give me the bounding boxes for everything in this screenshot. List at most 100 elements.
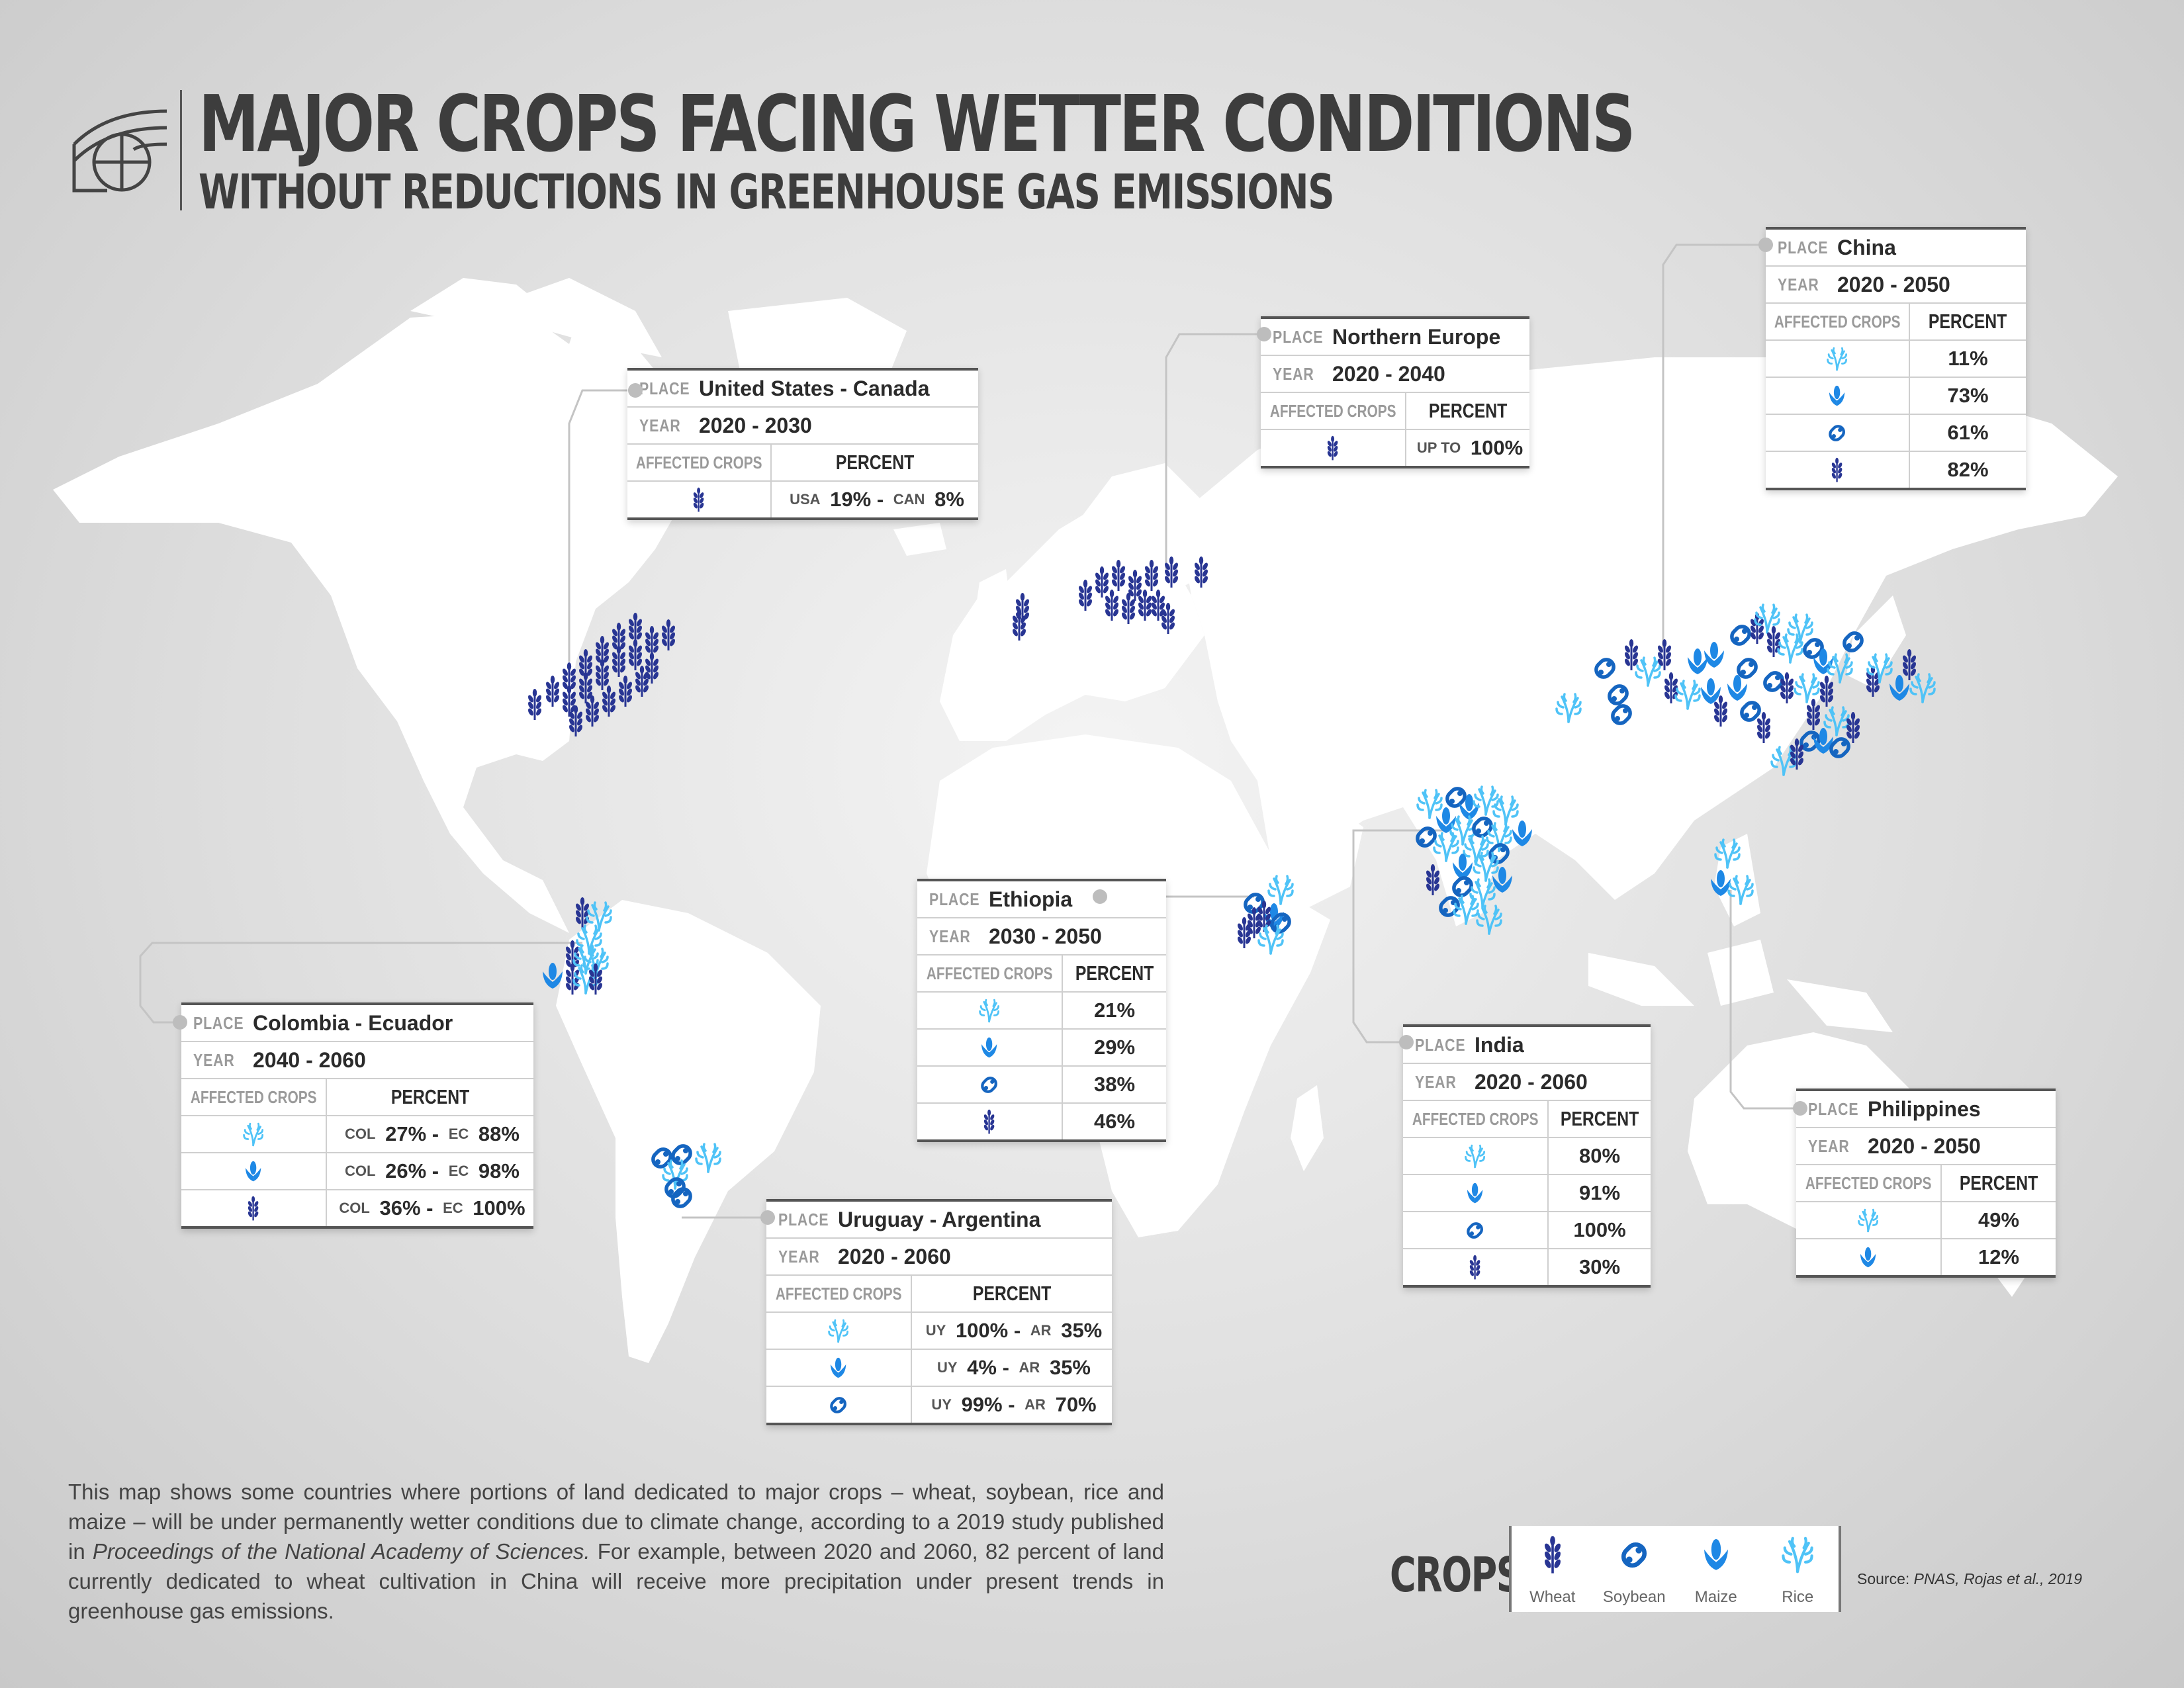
wheat-icon: [645, 626, 659, 657]
year-row: YEAR 2020 - 2060: [766, 1239, 1112, 1276]
rice-icon: [1674, 680, 1701, 710]
page-subtitle: WITHOUT REDUCTIONS IN GREENHOUSE GAS EMI…: [199, 164, 1335, 220]
region-card-ethiopia: PLACE Ethiopia YEAR 2030 - 2050 AFFECTED…: [917, 879, 1166, 1142]
leader-dot: [1793, 1101, 1807, 1116]
maize-icon: [1453, 854, 1473, 879]
wheat-icon: [1846, 712, 1860, 743]
region-card-northern-europe: PLACE Northern Europe YEAR 2020 - 2040 A…: [1261, 316, 1529, 468]
rice-icon: [1486, 822, 1512, 852]
wheat-icon: [1790, 738, 1803, 770]
indonesia: [1588, 940, 1893, 1032]
percent-value: 82%: [1947, 458, 1989, 481]
legend-item-wheat: Wheat: [1512, 1526, 1594, 1612]
legend-label: Rice: [1782, 1588, 1814, 1606]
wheat-icon: [1105, 590, 1118, 621]
wheat-icon: [635, 666, 649, 697]
rice-icon: [766, 1313, 912, 1349]
wheat-icon: [181, 1190, 327, 1226]
wheat-icon: [1013, 609, 1026, 641]
soybean-icon: [1799, 731, 1821, 752]
place-label: PLACE: [1415, 1034, 1466, 1055]
soybean-icon: [1403, 1212, 1549, 1248]
soybean-icon: [1594, 658, 1615, 679]
year-label: YEAR: [1273, 363, 1314, 384]
affected-crops-header: AFFECTED CROPS: [1766, 304, 1910, 339]
wheat-icon: [629, 639, 642, 670]
maize-icon: [181, 1153, 327, 1189]
place-row: PLACE Northern Europe: [1261, 319, 1529, 356]
rice-icon: [1766, 341, 1910, 377]
wheat-icon: [1820, 676, 1833, 707]
percent-value: 12%: [1978, 1245, 2020, 1268]
place-row: PLACE Philippines: [1796, 1091, 2056, 1128]
wheat-icon: [596, 659, 609, 690]
percent-header: PERCENT: [1428, 399, 1508, 422]
percent-value: 49%: [1978, 1208, 2020, 1231]
maize-icon: [1711, 870, 1731, 896]
crop-row: 61%: [1766, 415, 2026, 452]
legend-label: Soybean: [1602, 1588, 1666, 1606]
header-row: AFFECTED CROPS PERCENT: [917, 955, 1166, 993]
leader-dot: [760, 1210, 775, 1225]
wheat-icon: [579, 649, 592, 680]
percent-value: USA 19% - CAN 8%: [790, 488, 964, 511]
rice-icon: [1909, 673, 1936, 703]
crop-row: 82%: [1766, 452, 2026, 488]
rice-icon: [1433, 832, 1459, 862]
region-card-china: PLACE China YEAR 2020 - 2050 AFFECTED CR…: [1766, 227, 2026, 490]
maize-icon: [1704, 642, 1724, 668]
wheat-icon: [1165, 556, 1178, 588]
soybean-icon: [1737, 658, 1758, 679]
rice-icon: [586, 901, 612, 932]
percent-header: PERCENT: [1929, 310, 2007, 333]
crop-row: 49%: [1796, 1202, 2056, 1239]
soybean-icon: [1803, 638, 1824, 659]
wheat-icon: [589, 963, 602, 995]
rice-icon: [576, 924, 602, 955]
percent-header: PERCENT: [835, 451, 915, 474]
percent-value: 11%: [1948, 347, 1988, 370]
region-card-india: PLACE India YEAR 2020 - 2060 AFFECTED CR…: [1403, 1024, 1651, 1288]
percent-header: PERCENT: [390, 1085, 470, 1108]
wheat-icon: [1261, 430, 1406, 466]
wheat-icon: [1426, 864, 1439, 895]
maize-icon: [543, 963, 563, 989]
place-value: China: [1837, 235, 1896, 259]
percent-value: COL 26% - EC 98%: [345, 1159, 520, 1182]
place-label: PLACE: [1808, 1098, 1859, 1119]
maize-icon: [1796, 1239, 1942, 1275]
page-title: MAJOR CROPS FACING WETTER CONDITIONS: [199, 78, 1635, 169]
place-value: Uruguay - Argentina: [838, 1207, 1041, 1231]
header-row: AFFECTED CROPS PERCENT: [627, 445, 978, 482]
wheat-icon: [612, 646, 625, 677]
soybean-icon: [651, 1147, 672, 1169]
percent-value: 80%: [1578, 1144, 1621, 1167]
place-row: PLACE India: [1403, 1027, 1651, 1064]
rice-icon: [1754, 603, 1780, 634]
year-label: YEAR: [639, 415, 681, 435]
maize-icon: [1766, 378, 1910, 414]
rice-icon: [695, 1143, 721, 1173]
year-label: YEAR: [1415, 1071, 1457, 1092]
header-row: AFFECTED CROPS PERCENT: [1403, 1101, 1651, 1138]
year-value: 2030 - 2050: [989, 924, 1102, 948]
soybean-icon: [917, 1067, 1063, 1102]
rice-icon: [1416, 789, 1443, 819]
percent-value: 91%: [1578, 1181, 1621, 1204]
soybean-icon: [664, 1177, 686, 1198]
soybean-icon: [1829, 737, 1850, 758]
wheat-icon: [1658, 639, 1671, 670]
madagascar: [1291, 1085, 1324, 1171]
year-value: 2020 - 2030: [699, 413, 812, 437]
place-label: PLACE: [639, 378, 690, 398]
percent-value: 46%: [1093, 1110, 1136, 1133]
year-row: YEAR 2020 - 2030: [627, 408, 978, 445]
crop-row: 11%: [1766, 341, 2026, 378]
soybean-icon: [671, 1144, 692, 1165]
wheat-icon: [619, 676, 632, 707]
place-label: PLACE: [1273, 326, 1324, 347]
year-value: 2020 - 2050: [1868, 1133, 1981, 1158]
header-row: AFFECTED CROPS PERCENT: [181, 1079, 533, 1116]
place-value: United States - Canada: [699, 376, 930, 400]
affected-crops-header: AFFECTED CROPS: [1403, 1101, 1549, 1137]
